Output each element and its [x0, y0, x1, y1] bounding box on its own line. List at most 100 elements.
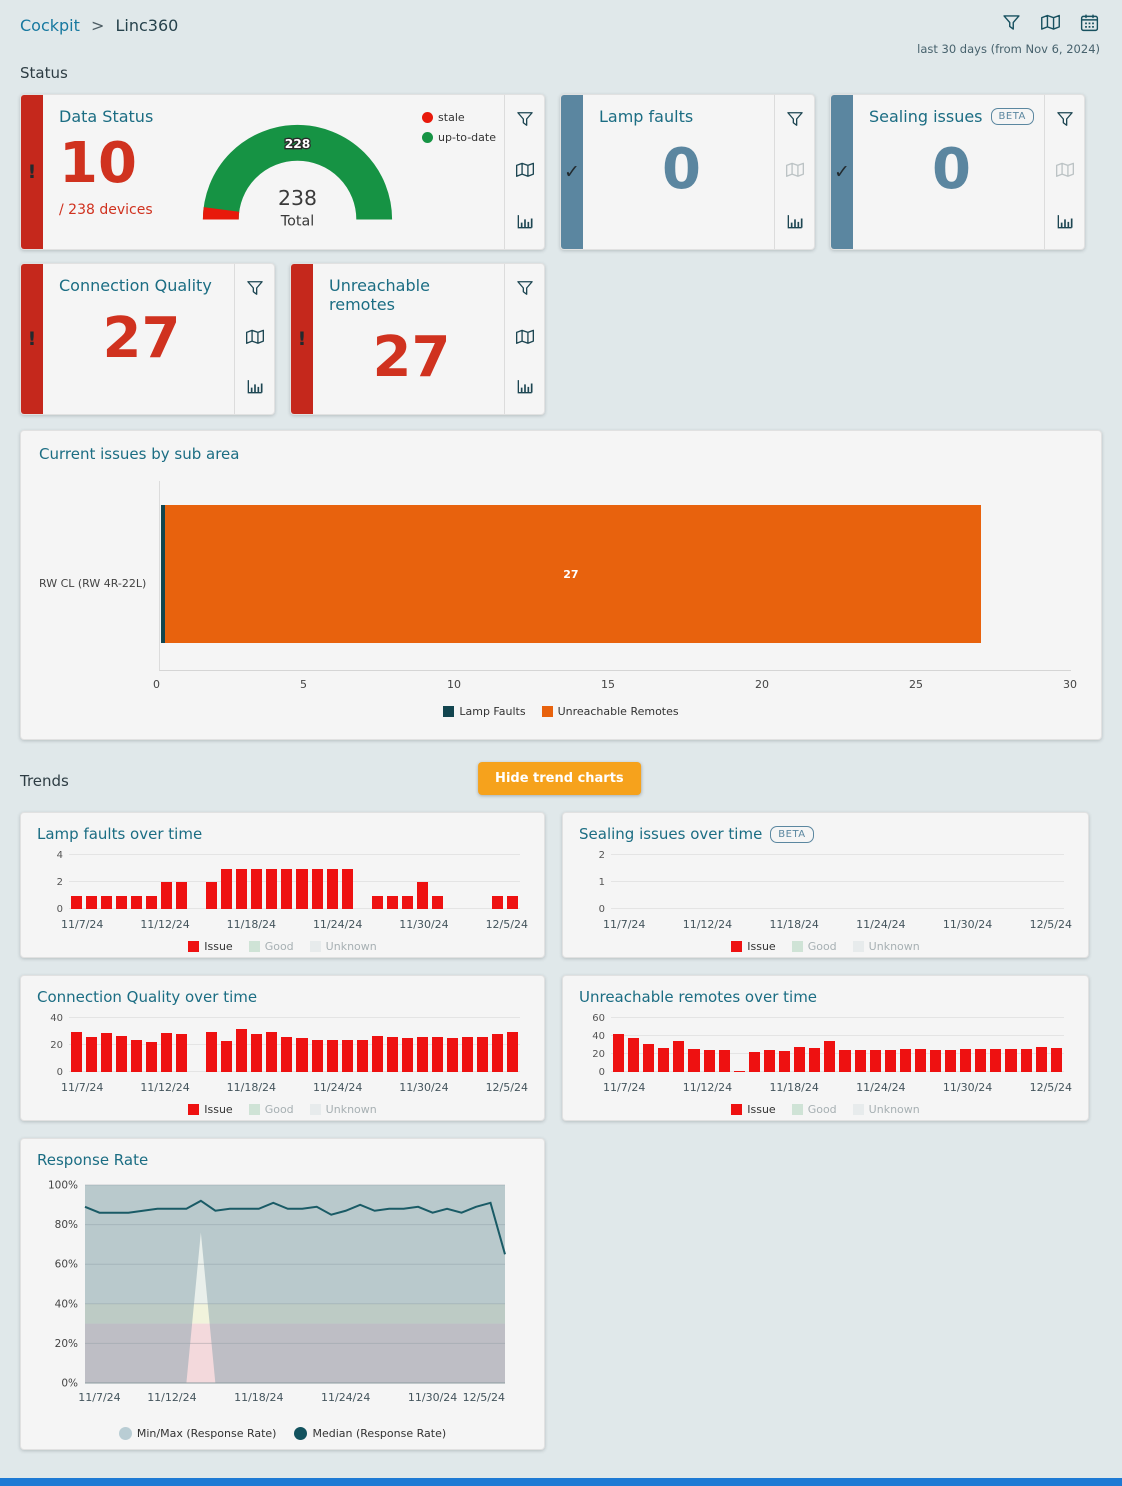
- legend-item[interactable]: Unreachable Remotes: [541, 705, 679, 718]
- y-tick: 0: [56, 1067, 63, 1078]
- card-title: Lamp faults: [599, 107, 694, 126]
- chart-legend: Min/Max (Response Rate) Median (Response …: [37, 1427, 528, 1440]
- map-icon[interactable]: [245, 327, 265, 351]
- bar: [1005, 1048, 1017, 1072]
- map-icon[interactable]: [1055, 160, 1075, 184]
- bar: [146, 895, 158, 909]
- bar-chart-icon[interactable]: [245, 376, 265, 400]
- beta-badge: BETA: [770, 825, 814, 843]
- bar: [431, 895, 443, 909]
- x-tick: 11/18/24: [226, 1081, 277, 1094]
- filter-icon[interactable]: [1055, 109, 1075, 133]
- bar: [341, 868, 353, 909]
- connection-quality-trend-card: Connection Quality over time 0 20 40 11/7/…: [20, 975, 545, 1121]
- sub-area-panel: Current issues by sub area RW CL (RW 4R-…: [20, 430, 1102, 740]
- x-tick: 11/12/24: [682, 918, 733, 931]
- sealing-issues-count: 0: [932, 137, 971, 202]
- filter-icon[interactable]: [1001, 12, 1022, 37]
- legend-item[interactable]: Lamp Faults: [443, 705, 526, 718]
- legend-item-stale[interactable]: stale: [422, 111, 496, 124]
- bar-chart-icon[interactable]: [1055, 211, 1075, 235]
- bar: [945, 1049, 957, 1072]
- svg-text:11/7/24: 11/7/24: [78, 1391, 120, 1404]
- map-icon[interactable]: [515, 327, 535, 351]
- bar: [854, 1049, 866, 1072]
- x-tick: 11/12/24: [140, 1081, 190, 1094]
- bar-chart-icon[interactable]: [515, 211, 535, 235]
- legend-swatch: [731, 1104, 743, 1115]
- sealing-issues-trend-card: Sealing issues over time BETA 0 1 2 11/7/2…: [562, 812, 1089, 958]
- bar: [236, 868, 248, 909]
- y-tick: 4: [56, 850, 63, 861]
- bar: [146, 1042, 158, 1072]
- data-status-card: ! Data Status 10 / 238 devices 228 238 T…: [20, 94, 545, 250]
- y-tick: 2: [598, 850, 605, 861]
- legend-item[interactable]: Median (Response Rate): [294, 1427, 446, 1440]
- legend-item[interactable]: Good: [791, 1103, 837, 1116]
- bar: [794, 1046, 806, 1072]
- bar: [71, 1031, 83, 1072]
- legend-item[interactable]: Good: [791, 940, 837, 953]
- x-tick: 11/30/24: [942, 1081, 993, 1094]
- up-to-date-dot: [422, 132, 434, 143]
- bar: [131, 895, 143, 909]
- x-tick: 12/5/24: [1029, 918, 1072, 931]
- bar: [1035, 1046, 1047, 1072]
- x-tick: 12/5/24: [1029, 1081, 1072, 1094]
- bar: [221, 868, 233, 909]
- calendar-icon[interactable]: [1079, 12, 1100, 37]
- bar: [161, 1032, 173, 1072]
- sub-area-chart: RW CL (RW 4R-22L) 27 0 5 10 15 20 25 30 Lamp F…: [39, 481, 1083, 718]
- lamp-faults-trend-chart: 0 2 4 11/7/24 11/12/24 11/18/24 11/24/24 11/30…: [37, 850, 528, 953]
- legend-item[interactable]: Issue: [731, 940, 776, 953]
- legend-swatch: [791, 941, 803, 952]
- bar: [71, 895, 83, 909]
- chart-legend: Lamp Faults Unreachable Remotes: [39, 705, 1083, 718]
- x-tick: 11/18/24: [226, 918, 277, 931]
- legend-item[interactable]: Unknown: [852, 940, 920, 953]
- legend-item[interactable]: Issue: [188, 1103, 233, 1116]
- bar: [461, 1036, 473, 1072]
- bar-chart-icon[interactable]: [515, 376, 535, 400]
- x-tick: 11/12/24: [140, 918, 190, 931]
- svg-text:11/24/24: 11/24/24: [321, 1391, 370, 1404]
- check-icon: ✓: [834, 161, 850, 183]
- beta-badge: BETA: [990, 108, 1034, 125]
- legend-swatch: [443, 706, 455, 717]
- legend-item[interactable]: Unknown: [309, 940, 377, 953]
- card-title: Data Status: [59, 107, 154, 126]
- stale-count: 10: [59, 131, 137, 196]
- ok-stripe: ✓: [831, 95, 853, 249]
- legend-item[interactable]: Good: [248, 1103, 294, 1116]
- legend-item[interactable]: Min/Max (Response Rate): [118, 1427, 276, 1440]
- x-tick: 11/24/24: [856, 918, 906, 931]
- legend-swatch: [852, 1104, 864, 1115]
- bar: [176, 882, 188, 909]
- filter-icon[interactable]: [515, 278, 535, 302]
- bar: [206, 882, 218, 909]
- chart-legend: Issue Good Unknown: [37, 1103, 528, 1116]
- legend-item[interactable]: Issue: [188, 940, 233, 953]
- breadcrumb-cockpit-link[interactable]: Cockpit: [20, 16, 80, 35]
- legend-item[interactable]: Good: [248, 940, 294, 953]
- svg-text:12/5/24: 12/5/24: [463, 1391, 505, 1404]
- legend-item[interactable]: Unknown: [852, 1103, 920, 1116]
- map-icon[interactable]: [785, 160, 805, 184]
- lamp-faults-card: ✓ Lamp faults 0: [560, 94, 815, 250]
- filter-icon[interactable]: [245, 278, 265, 302]
- legend-item[interactable]: Unknown: [309, 1103, 377, 1116]
- svg-text:11/12/24: 11/12/24: [147, 1391, 196, 1404]
- map-icon[interactable]: [1040, 12, 1061, 37]
- bar: [491, 895, 503, 909]
- bar: [326, 868, 338, 909]
- legend-item[interactable]: Issue: [731, 1103, 776, 1116]
- hide-trend-charts-button[interactable]: Hide trend charts: [478, 762, 641, 795]
- filter-icon[interactable]: [785, 109, 805, 133]
- filter-icon[interactable]: [515, 109, 535, 133]
- legend-item-up-to-date[interactable]: up-to-date: [422, 131, 496, 144]
- gauge-legend: stale up-to-date: [422, 111, 496, 151]
- x-tick: 20: [755, 678, 769, 691]
- bar-chart-icon[interactable]: [785, 211, 805, 235]
- map-icon[interactable]: [515, 160, 535, 184]
